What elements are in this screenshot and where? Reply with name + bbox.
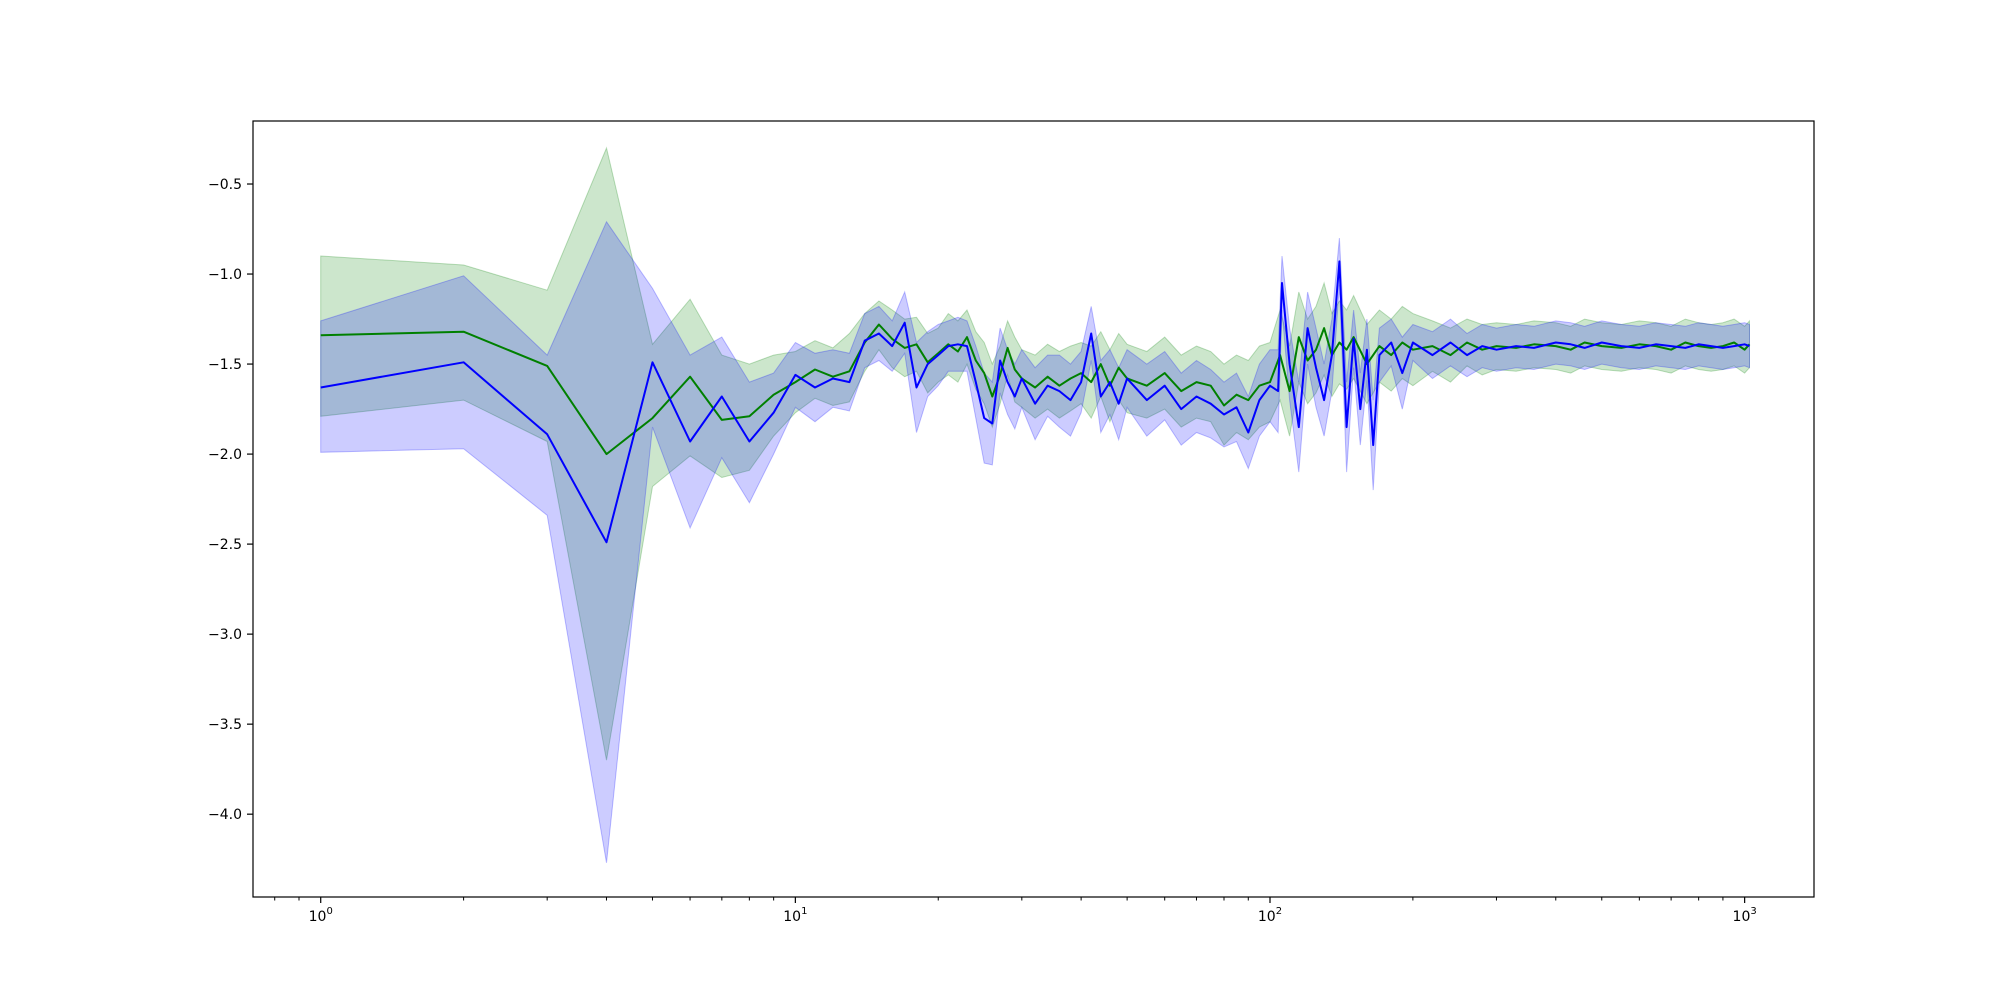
y-tick-label: −1.0 — [208, 267, 242, 283]
x-tick-label: 101 — [783, 906, 807, 925]
series-lines — [320, 260, 1751, 544]
y-axis: −0.5 −1.0 −1.5 −2.0 −2.5 −3.0 −3.5 −4.0 — [208, 177, 253, 823]
y-tick-label: −1.5 — [208, 357, 242, 373]
x-tick-label: 103 — [1733, 906, 1757, 925]
x-tick-label: 102 — [1258, 906, 1282, 925]
y-tick-label: −3.0 — [208, 627, 242, 643]
series-1-line — [320, 323, 1751, 456]
series-2-band — [320, 220, 1750, 863]
y-tick-label: −2.5 — [208, 537, 242, 553]
y-tick-label: −3.5 — [208, 717, 242, 733]
series-2-line — [320, 260, 1750, 544]
y-tick-label: −0.5 — [208, 177, 242, 193]
y-tick-label: −2.0 — [208, 447, 242, 463]
confidence-bands — [320, 146, 1750, 863]
x-axis: 100 101 102 103 — [274, 897, 1757, 925]
plot-frame — [252, 120, 1815, 898]
y-tick-label: −4.0 — [208, 807, 242, 823]
x-tick-label: 100 — [309, 906, 333, 925]
